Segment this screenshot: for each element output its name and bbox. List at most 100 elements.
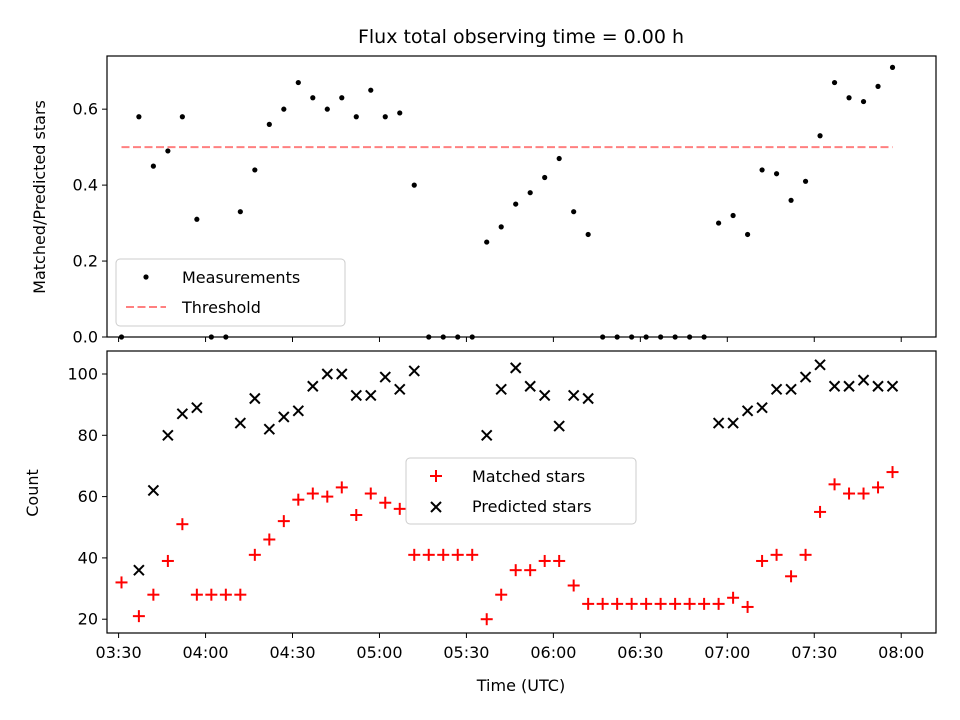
measurements-point xyxy=(556,155,562,162)
matched-stars-point xyxy=(770,548,783,561)
predicted-stars-point xyxy=(524,380,536,392)
predicted-stars-point xyxy=(872,380,884,392)
measurements-point xyxy=(744,231,751,238)
matched-stars-point xyxy=(176,518,189,531)
ratio-legend-box xyxy=(115,258,346,327)
predicted-stars-point xyxy=(582,392,594,405)
measurements-point xyxy=(788,197,794,203)
count-series xyxy=(115,359,899,626)
matched-stars-point xyxy=(640,597,653,610)
ratio-y-axis-label: Matched/Predicted stars xyxy=(30,100,49,294)
matched-stars-point xyxy=(451,548,464,561)
predicted-stars-point xyxy=(234,417,247,429)
predicted-stars-point xyxy=(133,564,145,576)
measurements-point xyxy=(252,167,258,173)
predicted-stars-point xyxy=(886,380,899,392)
count-y-tick-label: 100 xyxy=(67,364,98,383)
predicted-stars-point xyxy=(278,411,290,423)
measurements-point xyxy=(382,114,388,120)
x-tick-label: 07:30 xyxy=(791,643,837,662)
measurements-point xyxy=(237,209,243,215)
ratio-plot-frame xyxy=(106,55,937,338)
measurements-point xyxy=(397,110,403,116)
predicted-stars-point xyxy=(481,429,493,442)
predicted-stars-point xyxy=(770,383,783,396)
measurements-point xyxy=(281,106,287,112)
predicted-stars-point xyxy=(176,408,189,420)
matched-stars-point xyxy=(509,564,522,577)
legend-measurements-label: Measurements xyxy=(182,268,300,287)
measurements-point xyxy=(339,95,345,101)
matched-stars-point xyxy=(422,548,435,561)
matched-stars-point xyxy=(828,478,841,491)
measurements-point xyxy=(860,98,867,105)
count-legend-box xyxy=(405,457,637,525)
matched-stars-point xyxy=(480,613,493,626)
count-y-tick-label: 80 xyxy=(78,426,98,445)
legend-predicted-label: Predicted stars xyxy=(472,497,592,516)
x-tick-label: 05:00 xyxy=(356,643,402,662)
x-tick-label: 06:00 xyxy=(530,643,576,662)
ratio-y-tick-label: 0.6 xyxy=(73,100,98,119)
predicted-stars-point xyxy=(292,405,305,417)
matched-stars-point xyxy=(582,597,595,610)
measurements-point xyxy=(353,114,359,120)
ratio-x-ticks xyxy=(118,337,902,342)
matched-stars-point xyxy=(596,597,609,610)
legend-predicted-marker xyxy=(430,501,442,513)
predicted-stars-point xyxy=(814,359,826,371)
matched-stars-point xyxy=(437,548,450,561)
measurements-point xyxy=(498,224,504,230)
matched-stars-point xyxy=(147,588,160,601)
matched-stars-point xyxy=(234,588,247,601)
count-plot-frame xyxy=(106,350,937,634)
count-y-tick-label: 60 xyxy=(78,487,98,506)
measurements-point xyxy=(179,114,185,120)
matched-stars-point xyxy=(654,597,667,610)
matched-stars-point xyxy=(364,487,377,500)
measurements-point xyxy=(411,182,417,188)
measurements-point xyxy=(571,209,577,215)
x-tick-label: 06:30 xyxy=(617,643,663,662)
legend-threshold-label: Threshold xyxy=(181,298,261,317)
matched-stars-point xyxy=(248,548,261,561)
x-tick-label: 04:00 xyxy=(182,643,228,662)
matched-stars-point xyxy=(524,564,537,577)
measurements-point xyxy=(773,171,780,177)
legend-matched-marker xyxy=(430,470,442,482)
predicted-stars-point xyxy=(249,392,261,405)
measurements-point xyxy=(875,83,881,89)
predicted-stars-point xyxy=(843,380,855,392)
predicted-stars-point xyxy=(799,371,812,383)
chart-title: Flux total observing time = 0.00 h xyxy=(358,26,684,48)
predicted-stars-point xyxy=(553,420,565,432)
matched-stars-point xyxy=(350,508,363,521)
measurements-point xyxy=(136,114,142,120)
ratio-y-ticks: 0.0 0.2 0.4 0.6 xyxy=(73,100,107,347)
measurements-point xyxy=(759,167,765,173)
legend-measurements-marker xyxy=(143,274,149,280)
predicted-stars-point xyxy=(828,380,841,392)
matched-stars-point xyxy=(161,554,174,567)
predicted-stars-point xyxy=(538,389,551,402)
measurements-point xyxy=(889,64,896,70)
matched-stars-point xyxy=(683,597,696,610)
measurements-point xyxy=(542,174,548,181)
predicted-stars-point xyxy=(567,389,580,402)
measurements-point xyxy=(266,121,272,127)
measurements-point xyxy=(831,79,838,86)
predicted-stars-point xyxy=(263,423,276,435)
predicted-stars-point xyxy=(727,417,739,429)
ratio-y-tick-label: 0.2 xyxy=(73,252,98,271)
count-legend: Matched stars Predicted stars xyxy=(405,457,637,525)
measurements-point xyxy=(513,201,519,207)
matched-stars-point xyxy=(190,588,203,601)
matched-stars-point xyxy=(669,597,682,610)
x-tick-label: 08:00 xyxy=(878,643,924,662)
matched-stars-point xyxy=(814,505,827,518)
predicted-stars-point xyxy=(394,383,406,396)
matched-stars-point xyxy=(785,570,798,583)
